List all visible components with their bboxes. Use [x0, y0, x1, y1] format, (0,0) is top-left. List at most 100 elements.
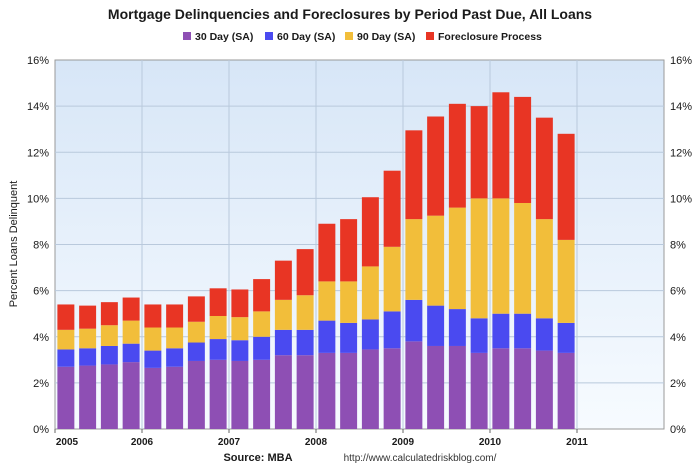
legend-swatch	[345, 32, 353, 40]
bar-segment	[144, 367, 162, 429]
bar-segment	[187, 360, 205, 429]
bar-segment	[144, 327, 162, 351]
bar-segment	[231, 289, 249, 318]
bar-stack	[166, 304, 184, 429]
y-tick-label-right: 8%	[670, 240, 686, 252]
bar-segment	[470, 106, 488, 199]
source-label: Source: MBA	[223, 452, 292, 464]
bar-segment	[79, 348, 97, 366]
bar-segment	[209, 288, 227, 316]
bar-segment	[144, 304, 162, 328]
bar-segment	[340, 352, 358, 429]
bar-segment	[514, 348, 532, 429]
bar-segment	[318, 320, 336, 353]
bar-segment	[100, 364, 118, 429]
bars	[57, 92, 575, 429]
bar-segment	[187, 296, 205, 322]
bar-segment	[557, 239, 575, 323]
bar-segment	[405, 130, 423, 220]
bar-segment	[361, 349, 379, 429]
legend-swatch	[265, 32, 273, 40]
bar-stack	[470, 106, 488, 429]
bar-segment	[253, 311, 271, 337]
bar-segment	[405, 341, 423, 429]
bar-stack	[405, 130, 423, 429]
bar-segment	[231, 340, 249, 361]
y-tick-label-right: 6%	[670, 286, 686, 298]
bar-stack	[187, 296, 205, 429]
x-tick-label: 2008	[305, 437, 328, 448]
legend-swatch	[426, 32, 434, 40]
x-tick-label: 2010	[479, 437, 502, 448]
legend-item: Foreclosure Process	[426, 31, 542, 43]
bar-segment	[361, 319, 379, 350]
legend: 30 Day (SA) 60 Day (SA) 90 Day (SA) Foreclo…	[183, 31, 542, 43]
bar-stack	[122, 297, 140, 429]
bar-segment	[296, 329, 314, 356]
bar-segment	[274, 299, 292, 330]
y-tick-label: 8%	[33, 240, 49, 252]
bar-segment	[405, 219, 423, 300]
bar-segment	[492, 348, 510, 429]
bar-segment	[253, 336, 271, 360]
bar-segment	[166, 366, 184, 429]
bar-segment	[100, 325, 118, 346]
x-tick-label: 2006	[131, 437, 154, 448]
bar-segment	[492, 198, 510, 314]
bar-stack	[231, 289, 249, 429]
bar-segment	[557, 133, 575, 240]
bar-segment	[296, 249, 314, 296]
bar-segment	[361, 197, 379, 267]
bar-segment	[100, 345, 118, 365]
bar-stack	[318, 223, 336, 429]
bar-segment	[79, 305, 97, 329]
bar-stack	[100, 302, 118, 429]
bar-stack	[296, 249, 314, 429]
bar-stack	[492, 92, 510, 429]
bar-segment	[383, 246, 401, 312]
bar-segment	[427, 215, 445, 306]
bar-segment	[79, 328, 97, 349]
bar-stack	[361, 197, 379, 429]
bar-segment	[144, 350, 162, 368]
bar-segment	[514, 202, 532, 314]
bar-segment	[187, 321, 205, 343]
bar-segment	[427, 345, 445, 429]
y-tick-label: 12%	[27, 147, 49, 159]
bar-stack	[535, 117, 553, 429]
bar-stack	[448, 103, 466, 429]
bar-segment	[209, 339, 227, 360]
bar-segment	[470, 318, 488, 353]
bar-segment	[448, 207, 466, 310]
bar-segment	[318, 352, 336, 429]
bar-segment	[122, 297, 140, 321]
bar-segment	[166, 304, 184, 328]
bar-segment	[231, 317, 249, 341]
bar-segment	[448, 345, 466, 429]
bar-segment	[57, 366, 75, 429]
y-axis-left: 0% 2% 4% 6% 8% 10% 12% 14% 16%	[27, 55, 49, 436]
legend-item: 30 Day (SA)	[183, 31, 253, 43]
bar-segment	[253, 359, 271, 429]
bar-segment	[492, 313, 510, 349]
bar-segment	[231, 360, 249, 429]
bar-segment	[209, 315, 227, 340]
bar-segment	[122, 362, 140, 429]
bar-segment	[340, 281, 358, 323]
bar-stack	[144, 304, 162, 429]
bar-segment	[100, 302, 118, 326]
bar-stack	[557, 133, 575, 429]
bar-stack	[383, 170, 401, 429]
bar-segment	[122, 320, 140, 344]
y-tick-label-right: 16%	[670, 55, 692, 67]
bar-segment	[318, 223, 336, 282]
bar-segment	[557, 322, 575, 353]
bar-segment	[57, 329, 75, 350]
y-axis-right: 0% 2% 4% 6% 8% 10% 12% 14% 16%	[670, 55, 692, 436]
bar-stack	[79, 305, 97, 429]
bar-segment	[166, 348, 184, 367]
bar-segment	[253, 279, 271, 312]
bar-stack	[57, 304, 75, 429]
bar-segment	[296, 295, 314, 330]
